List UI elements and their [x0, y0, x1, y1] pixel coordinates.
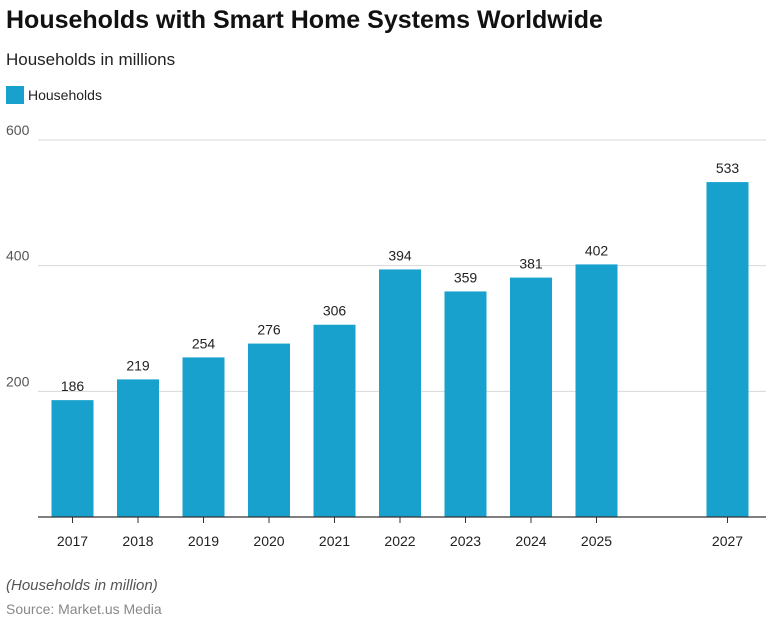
x-tick-label: 2018 — [122, 533, 153, 549]
x-tick-label: 2027 — [712, 533, 743, 549]
data-label: 533 — [716, 160, 740, 176]
bar — [117, 379, 159, 517]
chart-title: Households with Smart Home Systems World… — [6, 6, 603, 34]
x-tick-label: 2017 — [57, 533, 88, 549]
data-label: 276 — [257, 322, 281, 338]
data-label: 219 — [126, 357, 150, 373]
bar — [510, 277, 552, 517]
legend-label: Households — [28, 87, 102, 103]
bar — [379, 269, 421, 517]
x-tick-label: 2021 — [319, 533, 350, 549]
data-label: 402 — [585, 242, 609, 258]
x-tick-label: 2025 — [581, 533, 612, 549]
data-label: 186 — [61, 378, 85, 394]
bar — [182, 357, 225, 517]
x-tick-label: 2024 — [515, 533, 546, 549]
bar — [313, 324, 356, 517]
bar — [444, 291, 487, 517]
data-label: 381 — [519, 256, 543, 272]
y-tick-label: 200 — [6, 373, 30, 389]
data-label: 359 — [454, 269, 478, 285]
chart-subtitle: Households in millions — [6, 50, 176, 69]
bar — [51, 400, 94, 517]
source-credit: Source: Market.us Media — [6, 601, 162, 617]
bar — [706, 182, 749, 517]
bar — [248, 343, 290, 517]
data-label: 254 — [192, 335, 216, 351]
y-tick-label: 600 — [6, 122, 30, 138]
legend: Households — [6, 86, 102, 104]
units-note: (Households in million) — [6, 577, 158, 594]
x-tick-label: 2023 — [450, 533, 481, 549]
legend-swatch — [6, 86, 24, 104]
bar — [575, 264, 618, 517]
data-label: 394 — [388, 247, 412, 263]
y-tick-label: 400 — [6, 248, 30, 264]
x-tick-label: 2019 — [188, 533, 219, 549]
x-tick-label: 2022 — [384, 533, 415, 549]
x-tick-label: 2020 — [253, 533, 284, 549]
data-label: 306 — [323, 303, 347, 319]
